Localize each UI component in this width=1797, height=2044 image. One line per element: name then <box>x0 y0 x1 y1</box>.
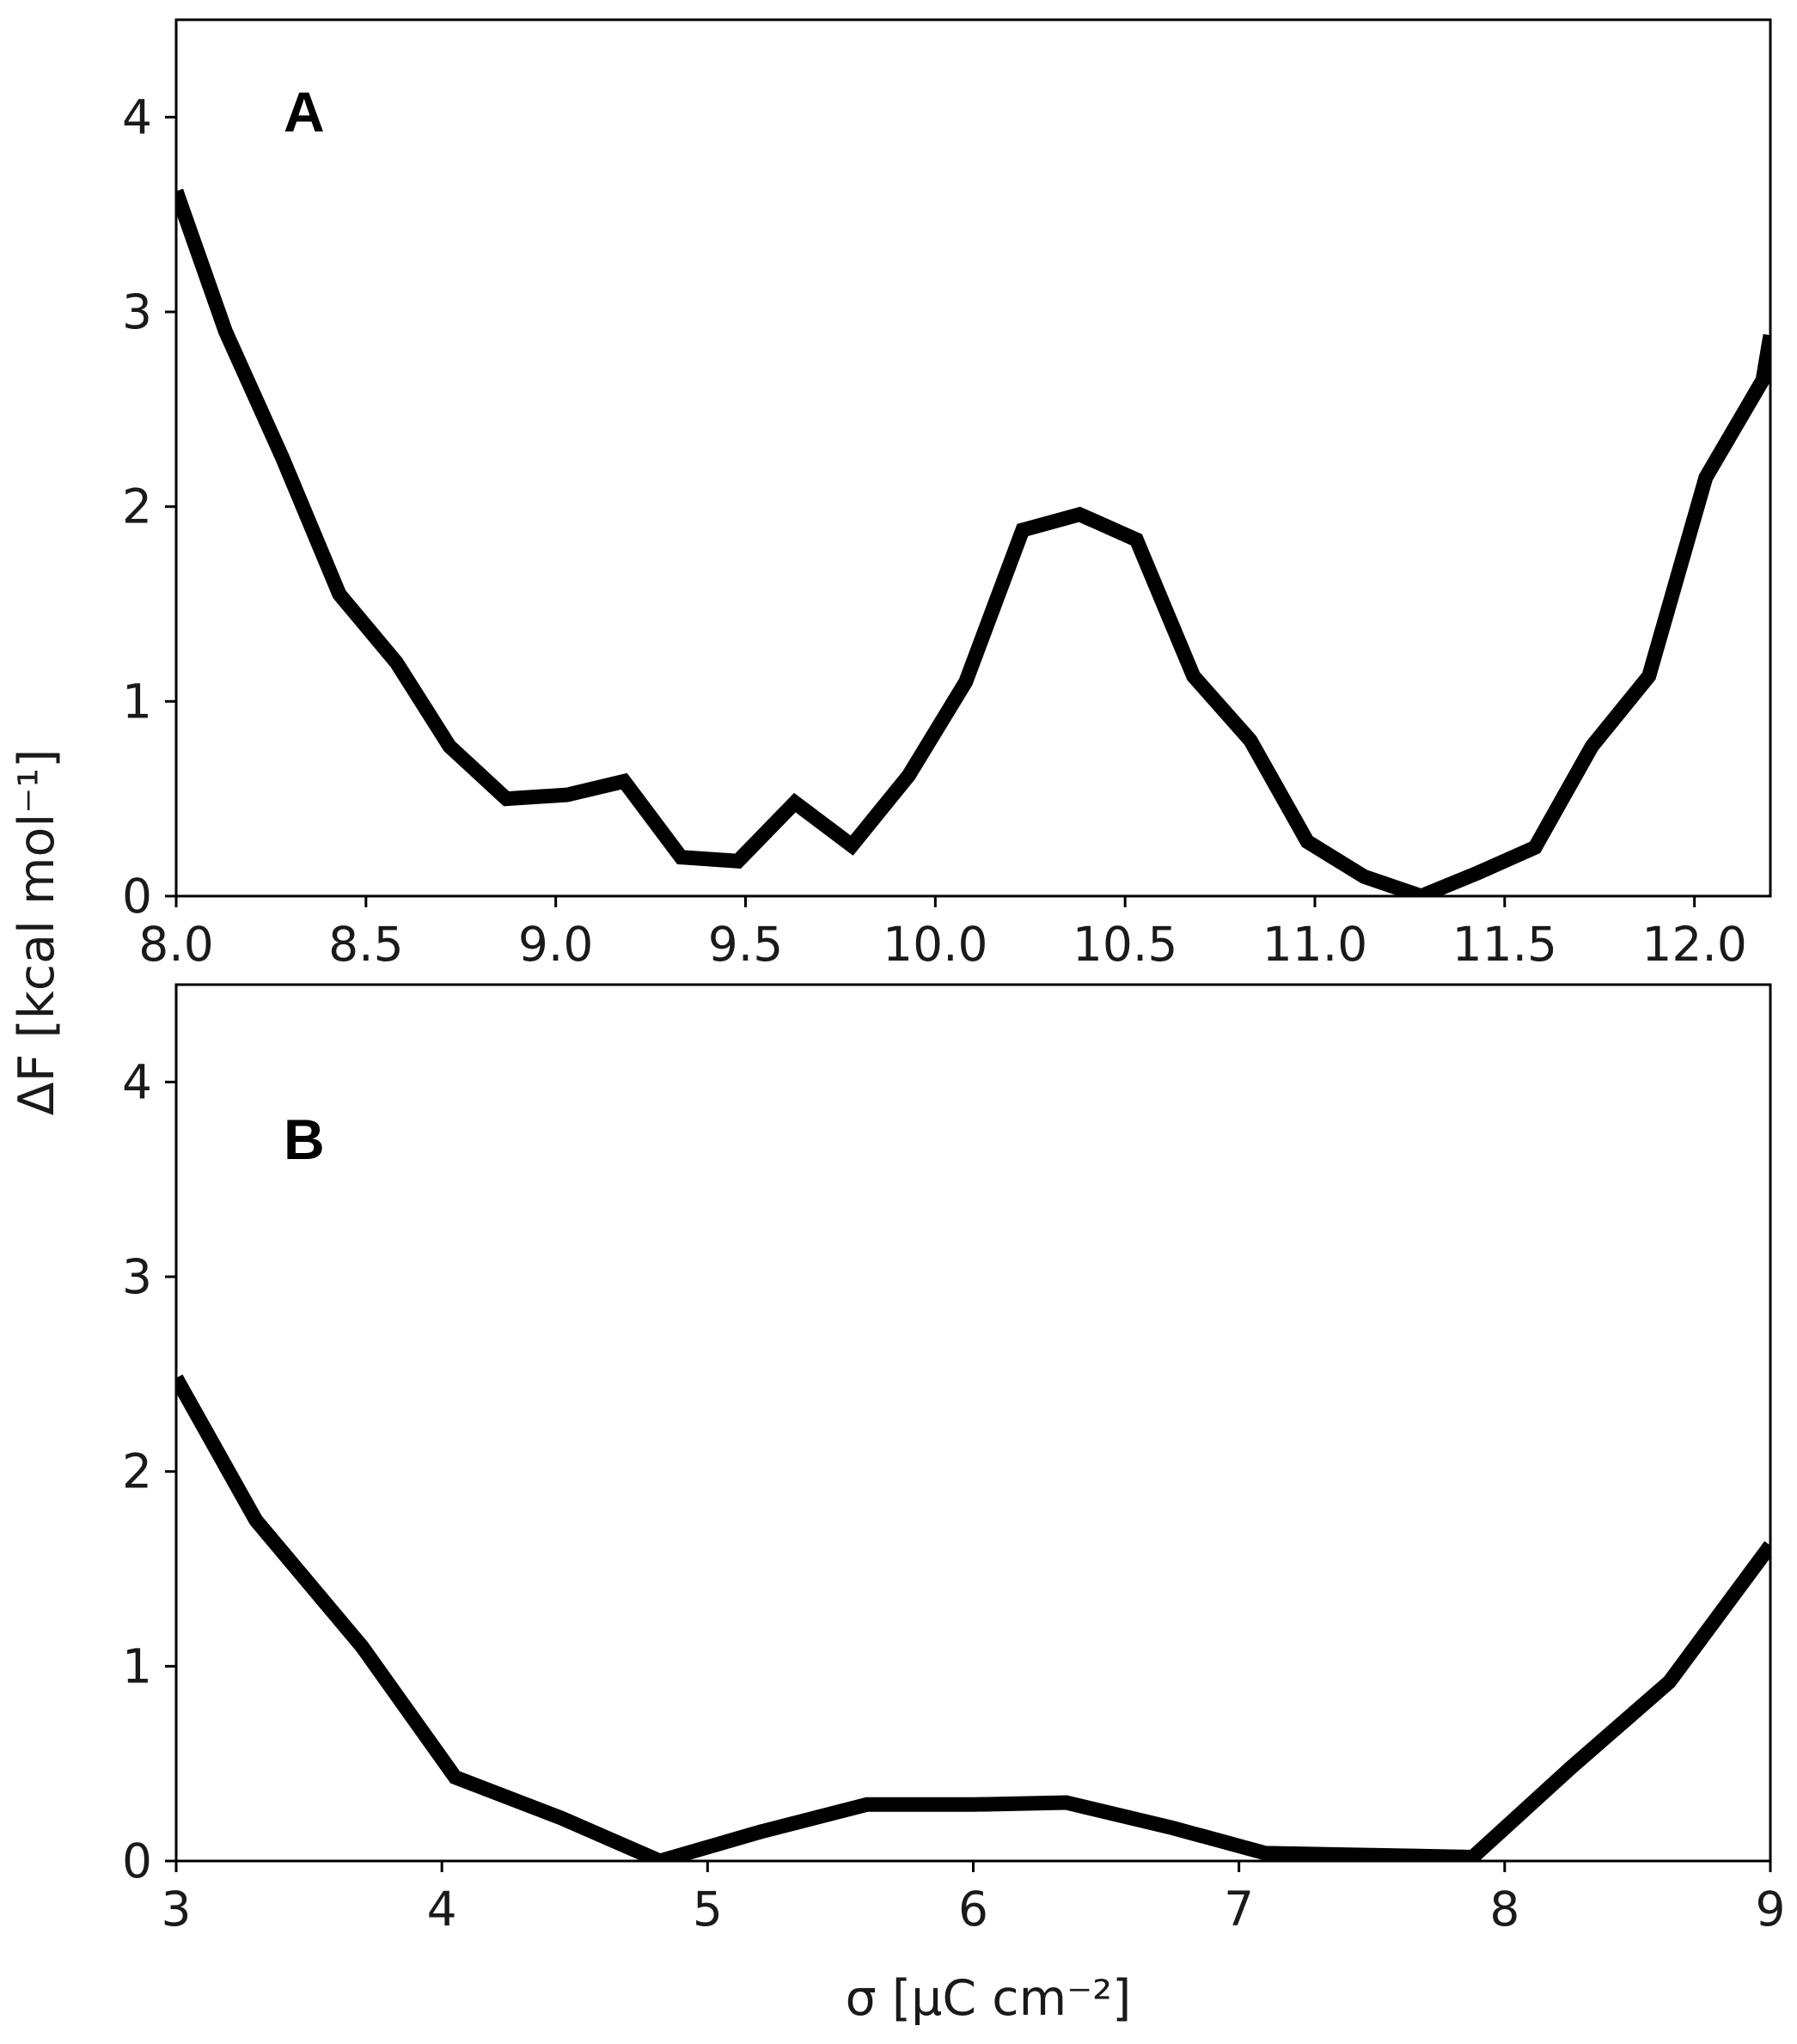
panel-a-x-tick-label: 10.0 <box>883 917 987 972</box>
y-axis-label: ΔF [kcal mol⁻¹] <box>9 749 65 1116</box>
panel-a-x-tick-label: 8.0 <box>138 917 213 972</box>
panel-b-y-tick-label: 3 <box>122 1249 152 1304</box>
panel-a-x-tick-label: 10.5 <box>1073 917 1177 972</box>
panel-b-y-tick-label: 4 <box>122 1054 152 1109</box>
panel-b-x-tick-label: 4 <box>427 1882 457 1937</box>
panel-a-y-tick-label: 3 <box>122 284 152 339</box>
panel-b-frame <box>174 983 1772 1863</box>
panel-a: 8.0 8.5 9.0 9.5 10.0 10.5 11.0 11.5 12.0 0 1 2 3 4 A <box>122 18 1772 972</box>
panel-b-ticks: 3 4 5 6 7 8 9 0 1 2 3 4 <box>122 1054 1786 1937</box>
panel-a-x-tick-label: 12.0 <box>1641 917 1746 972</box>
panel-b-label: B <box>284 1107 325 1171</box>
panel-b-y-tick-label: 0 <box>122 1833 152 1888</box>
panel-b-x-tick-label: 7 <box>1224 1882 1254 1937</box>
panel-a-x-tick-label: 11.0 <box>1262 917 1367 972</box>
panel-a-y-tick-label: 2 <box>122 479 152 534</box>
panel-a-x-tick-label: 9.0 <box>518 917 593 972</box>
panel-b-x-tick-label: 9 <box>1756 1882 1786 1937</box>
panel-a-x-tick-label: 8.5 <box>328 917 403 972</box>
panel-b-x-tick-label: 8 <box>1489 1882 1519 1937</box>
panel-b-x-tick-label: 6 <box>958 1882 988 1937</box>
panel-b: 3 4 5 6 7 8 9 0 1 2 3 4 B <box>122 983 1786 1937</box>
panel-a-x-tick-label: 9.5 <box>708 917 783 972</box>
panel-a-y-tick-label: 1 <box>122 674 152 729</box>
panel-a-x-tick-label: 11.5 <box>1452 917 1557 972</box>
panel-b-curve <box>176 1374 1770 1861</box>
panel-a-label: A <box>284 80 325 143</box>
panel-a-y-tick-label: 0 <box>122 869 152 924</box>
panel-b-x-tick-label: 3 <box>162 1882 192 1937</box>
panel-a-ticks: 8.0 8.5 9.0 9.5 10.0 10.5 11.0 11.5 12.0 0 1 2 3 4 <box>122 89 1747 972</box>
panel-a-frame <box>174 18 1772 898</box>
panel-b-x-tick-label: 5 <box>693 1882 723 1937</box>
panel-b-y-tick-label: 1 <box>122 1638 152 1693</box>
x-axis-label: σ [μC cm⁻²] <box>846 1970 1132 2027</box>
panel-a-curve <box>176 188 1770 896</box>
panel-b-y-tick-label: 2 <box>122 1444 152 1499</box>
panel-a-y-tick-label: 4 <box>122 89 152 144</box>
